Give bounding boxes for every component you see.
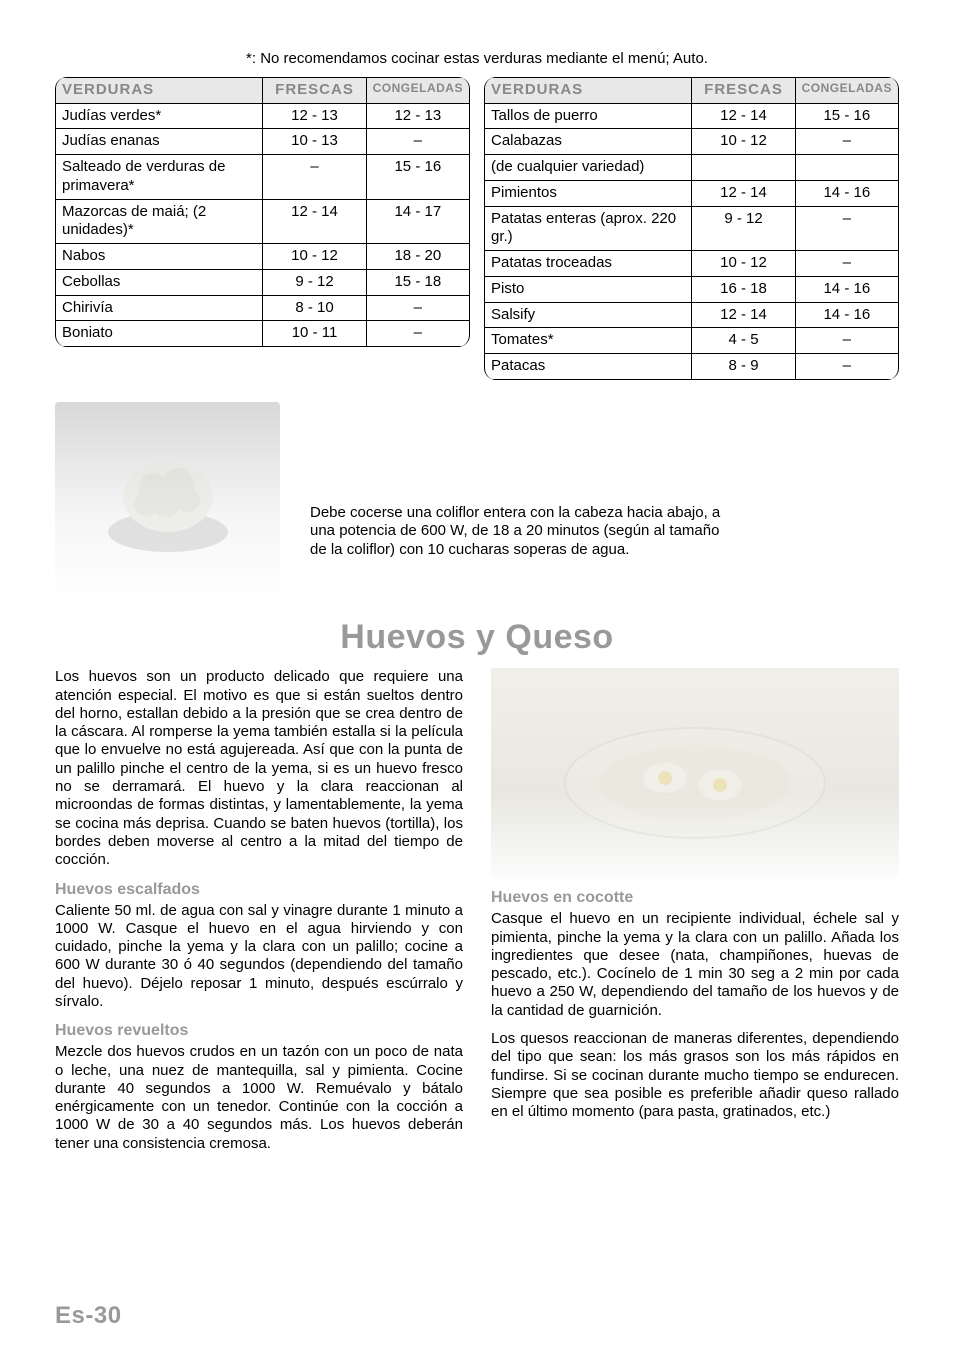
table-cell: 10 - 13 <box>262 128 365 154</box>
table-cell: Salsify <box>485 302 691 328</box>
table-cell: 10 - 12 <box>691 128 794 154</box>
table-cell: 10 - 11 <box>262 320 365 347</box>
vegetable-table-left: VERDURASFRESCASCONGELADASJudías verdes*1… <box>55 77 470 347</box>
table-cell: Tallos de puerro <box>485 103 691 129</box>
left-column: Los huevos son un producto delicado que … <box>55 668 463 1163</box>
table-cell: Judías verdes* <box>56 103 262 129</box>
table-cell: – <box>262 154 365 199</box>
table-row: Pisto16 - 1814 - 16 <box>485 276 898 302</box>
table-header-cell: VERDURAS <box>56 77 262 103</box>
table-row: (de cualquier variedad) <box>485 154 898 180</box>
table-cell: 10 - 12 <box>262 243 365 269</box>
auto-menu-note: *: No recomendamos cocinar estas verdura… <box>55 50 899 69</box>
table-header-cell: FRESCAS <box>262 77 365 103</box>
table-row: Mazorcas de maiá; (2 unidades)*12 - 1414… <box>56 199 469 244</box>
table-cell: 9 - 12 <box>691 206 794 251</box>
table-cell: 9 - 12 <box>262 269 365 295</box>
cauliflower-text: Debe cocerse una coliflor entera con la … <box>310 504 730 560</box>
eggs-intro-paragraph: Los huevos son un producto delicado que … <box>55 668 463 869</box>
table-cell: 15 - 16 <box>795 103 898 129</box>
table-row: Chirivía8 - 10– <box>56 295 469 321</box>
table-row: Patatas troceadas10 - 12– <box>485 250 898 276</box>
table-cell: Pimientos <box>485 180 691 206</box>
table-cell: 15 - 16 <box>366 154 469 199</box>
escalfados-heading: Huevos escalfados <box>55 880 463 900</box>
escalfados-paragraph: Caliente 50 ml. de agua con sal y vinagr… <box>55 902 463 1012</box>
table-cell: 12 - 13 <box>366 103 469 129</box>
table-cell: 14 - 16 <box>795 276 898 302</box>
revueltos-heading: Huevos revueltos <box>55 1021 463 1041</box>
table-cell: Chirivía <box>56 295 262 321</box>
eggs-cheese-heading: Huevos y Queso <box>55 616 899 659</box>
table-header-cell: CONGELADAS <box>795 77 898 103</box>
table-row: Salteado de verduras de primavera*–15 - … <box>56 154 469 199</box>
table-cell: – <box>795 206 898 251</box>
table-cell: 4 - 5 <box>691 327 794 353</box>
table-cell: 8 - 10 <box>262 295 365 321</box>
table-cell: Patatas troceadas <box>485 250 691 276</box>
cocotte-paragraph: Casque el huevo en un recipiente individ… <box>491 910 899 1020</box>
table-cell: – <box>366 295 469 321</box>
eggs-plate-image <box>491 668 899 878</box>
table-cell: Boniato <box>56 320 262 347</box>
table-row: Salsify12 - 1414 - 16 <box>485 302 898 328</box>
table-row: Calabazas10 - 12– <box>485 128 898 154</box>
table-cell: 14 - 17 <box>366 199 469 244</box>
table-cell: 18 - 20 <box>366 243 469 269</box>
table-cell: – <box>366 128 469 154</box>
right-column: Huevos en cocotte Casque el huevo en un … <box>491 668 899 1163</box>
cheese-paragraph: Los quesos reaccionan de maneras diferen… <box>491 1030 899 1121</box>
table-cell: (de cualquier variedad) <box>485 154 691 180</box>
table-cell: 12 - 14 <box>691 103 794 129</box>
table-cell: 12 - 13 <box>262 103 365 129</box>
table-cell: Mazorcas de maiá; (2 unidades)* <box>56 199 262 244</box>
table-row: Patatas enteras (aprox. 220 gr.)9 - 12– <box>485 206 898 251</box>
table-cell: 16 - 18 <box>691 276 794 302</box>
table-cell: 15 - 18 <box>366 269 469 295</box>
table-cell: Patacas <box>485 353 691 380</box>
table-row: Judías verdes*12 - 1312 - 13 <box>56 103 469 129</box>
table-cell: Cebollas <box>56 269 262 295</box>
table-cell: – <box>795 128 898 154</box>
table-cell: Tomates* <box>485 327 691 353</box>
table-cell: 14 - 16 <box>795 302 898 328</box>
table-cell: 12 - 14 <box>262 199 365 244</box>
table-header-cell: VERDURAS <box>485 77 691 103</box>
table-cell: – <box>795 327 898 353</box>
vegetable-table-right: VERDURASFRESCASCONGELADASTallos de puerr… <box>484 77 899 380</box>
table-cell: 12 - 14 <box>691 180 794 206</box>
table-header-cell: FRESCAS <box>691 77 794 103</box>
table-cell: – <box>795 353 898 380</box>
table-cell: – <box>795 250 898 276</box>
table-row: Tallos de puerro12 - 1415 - 16 <box>485 103 898 129</box>
table-cell: – <box>366 320 469 347</box>
two-column-body: Los huevos son un producto delicado que … <box>55 668 899 1163</box>
table-row: Patacas8 - 9– <box>485 353 898 380</box>
table-cell: 14 - 16 <box>795 180 898 206</box>
table-cell: Nabos <box>56 243 262 269</box>
table-row: Boniato10 - 11– <box>56 320 469 347</box>
cauliflower-row: Debe cocerse una coliflor entera con la … <box>55 402 899 602</box>
table-cell: Calabazas <box>485 128 691 154</box>
table-row: Nabos10 - 1218 - 20 <box>56 243 469 269</box>
table-cell: Salteado de verduras de primavera* <box>56 154 262 199</box>
table-cell: 10 - 12 <box>691 250 794 276</box>
table-cell: 8 - 9 <box>691 353 794 380</box>
table-row: Pimientos12 - 1414 - 16 <box>485 180 898 206</box>
table-cell <box>691 154 794 180</box>
table-cell: Patatas enteras (aprox. 220 gr.) <box>485 206 691 251</box>
table-row: Tomates*4 - 5– <box>485 327 898 353</box>
vegetable-tables-row: VERDURASFRESCASCONGELADASJudías verdes*1… <box>55 77 899 380</box>
revueltos-paragraph: Mezcle dos huevos crudos en un tazón con… <box>55 1043 463 1153</box>
cauliflower-image <box>55 402 280 602</box>
table-cell: Judías enanas <box>56 128 262 154</box>
table-cell <box>795 154 898 180</box>
table-cell: Pisto <box>485 276 691 302</box>
table-row: Cebollas9 - 1215 - 18 <box>56 269 469 295</box>
table-row: Judías enanas10 - 13– <box>56 128 469 154</box>
page-number: Es-30 <box>55 1301 122 1331</box>
table-cell: 12 - 14 <box>691 302 794 328</box>
cocotte-heading: Huevos en cocotte <box>491 888 899 908</box>
table-header-cell: CONGELADAS <box>366 77 469 103</box>
